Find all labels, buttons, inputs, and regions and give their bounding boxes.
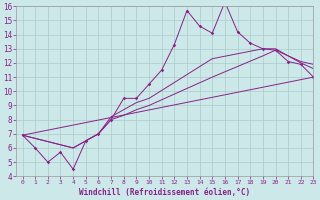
- X-axis label: Windchill (Refroidissement éolien,°C): Windchill (Refroidissement éolien,°C): [79, 188, 250, 197]
